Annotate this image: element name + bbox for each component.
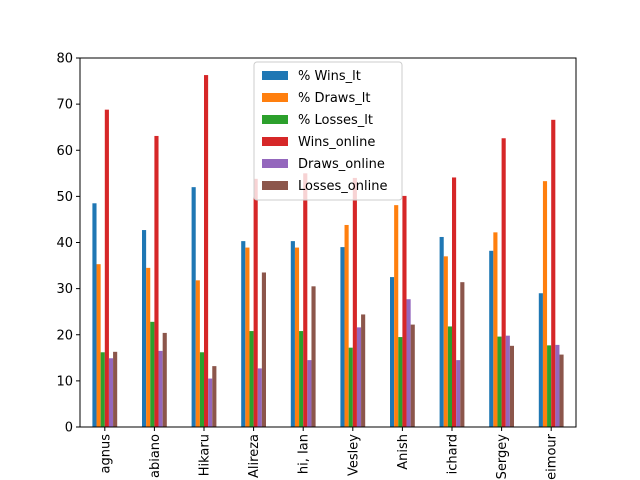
bar-2-5 bbox=[348, 347, 353, 427]
bar-5-4 bbox=[311, 286, 316, 427]
bar-2-1 bbox=[150, 321, 155, 427]
y-tick-label: 0 bbox=[65, 421, 73, 436]
bar-3-2 bbox=[204, 75, 209, 427]
bar-1-3 bbox=[245, 247, 250, 427]
bar-1-6 bbox=[394, 205, 399, 427]
bar-0-5 bbox=[340, 247, 345, 427]
legend-label-5: Losses_online bbox=[298, 179, 387, 194]
x-tick-label: Alireza bbox=[247, 434, 262, 478]
bar-0-4 bbox=[290, 241, 295, 427]
bar-0-7 bbox=[439, 236, 444, 427]
bar-0-6 bbox=[390, 277, 395, 427]
bar-4-5 bbox=[356, 327, 362, 427]
bar-4-6 bbox=[406, 299, 411, 427]
bar-4-7 bbox=[456, 360, 461, 427]
bar-2-0 bbox=[100, 352, 105, 427]
y-axis: 0 10 20 30 40 50 60 70 80 bbox=[56, 52, 80, 436]
bar-0-1 bbox=[142, 230, 147, 427]
bar-3-9 bbox=[551, 119, 556, 427]
bar-4-3 bbox=[257, 368, 262, 427]
legend-swatch-4 bbox=[262, 159, 288, 168]
legend-label-1: % Draws_lt bbox=[298, 91, 370, 106]
bar-3-5 bbox=[352, 177, 357, 427]
bar-1-4 bbox=[294, 247, 300, 427]
bar-3-1 bbox=[154, 135, 159, 427]
bars-group bbox=[92, 75, 564, 427]
y-tick-label: 70 bbox=[56, 98, 73, 113]
bar-3-7 bbox=[452, 177, 457, 427]
bar-5-1 bbox=[162, 332, 167, 427]
legend-swatch-2 bbox=[262, 115, 288, 124]
bar-2-4 bbox=[299, 331, 304, 427]
x-axis: agnus abiano Hikaru Alireza hi, Ian Vesley Ani… bbox=[98, 427, 560, 480]
y-tick-label: 40 bbox=[56, 236, 73, 251]
x-tick-label: abiano bbox=[148, 434, 163, 478]
y-tick-label: 20 bbox=[56, 328, 73, 343]
x-tick-label: Anish bbox=[396, 434, 411, 470]
bar-4-0 bbox=[108, 358, 114, 427]
bar-3-4 bbox=[303, 173, 308, 427]
bar-1-7 bbox=[443, 256, 448, 427]
bar-3-0 bbox=[104, 109, 109, 427]
y-tick-label: 60 bbox=[56, 144, 73, 159]
legend-swatch-5 bbox=[262, 181, 288, 190]
bar-2-9 bbox=[547, 345, 552, 427]
x-tick-label: eimour bbox=[545, 433, 560, 479]
bar-2-8 bbox=[497, 336, 502, 427]
legend-box bbox=[253, 61, 403, 201]
bar-3-6 bbox=[402, 195, 407, 427]
y-tick-label: 80 bbox=[56, 52, 73, 67]
bar-5-7 bbox=[460, 282, 465, 427]
bar-4-8 bbox=[505, 335, 510, 427]
y-tick-label: 50 bbox=[56, 190, 73, 205]
bar-0-3 bbox=[241, 241, 246, 427]
bar-1-2 bbox=[195, 280, 200, 427]
bar-3-3 bbox=[253, 178, 258, 427]
plot-frame bbox=[79, 57, 577, 428]
bar-2-7 bbox=[447, 326, 452, 427]
bar-5-8 bbox=[509, 345, 514, 427]
y-tick-label: 10 bbox=[56, 374, 73, 389]
bar-0-0 bbox=[92, 203, 97, 427]
x-tick-label: ichard bbox=[446, 434, 461, 474]
bar-5-5 bbox=[361, 314, 366, 427]
legend: % Wins_lt % Draws_lt % Losses_lt Wins_onlin… bbox=[253, 61, 403, 201]
legend-label-4: Draws_online bbox=[298, 157, 385, 172]
legend-label-2: % Losses_lt bbox=[298, 113, 373, 128]
bar-5-0 bbox=[113, 351, 118, 427]
legend-label-3: Wins_online bbox=[298, 135, 375, 150]
bar-1-0 bbox=[96, 264, 101, 427]
bar-1-5 bbox=[344, 224, 349, 427]
bar-4-2 bbox=[208, 378, 213, 427]
x-tick-label: hi, Ian bbox=[297, 434, 312, 474]
legend-swatch-0 bbox=[262, 71, 288, 80]
x-tick-label: Vesley bbox=[346, 434, 361, 476]
x-tick-label: agnus bbox=[98, 434, 113, 474]
bar-1-8 bbox=[493, 232, 498, 427]
bar-5-6 bbox=[410, 324, 415, 427]
bar-2-2 bbox=[199, 352, 204, 427]
x-tick-label: Hikaru bbox=[198, 434, 213, 476]
legend-swatch-3 bbox=[262, 137, 288, 146]
bar-1-1 bbox=[146, 267, 151, 427]
y-tick-label: 30 bbox=[56, 282, 73, 297]
bar-0-9 bbox=[538, 293, 543, 427]
bar-5-2 bbox=[212, 366, 217, 427]
bar-1-9 bbox=[542, 181, 548, 427]
bar-2-6 bbox=[398, 337, 403, 427]
legend-swatch-1 bbox=[262, 93, 288, 102]
bar-4-1 bbox=[158, 350, 163, 427]
bar-0-8 bbox=[489, 250, 494, 427]
x-tick-label: Sergey bbox=[495, 434, 510, 480]
bar-4-9 bbox=[555, 344, 560, 427]
bar-5-9 bbox=[559, 354, 564, 427]
bar-0-2 bbox=[191, 187, 196, 427]
bar-3-8 bbox=[501, 138, 506, 427]
bar-4-4 bbox=[307, 360, 312, 427]
legend-label-0: % Wins_lt bbox=[298, 69, 361, 84]
bar-2-3 bbox=[249, 331, 254, 427]
bar-5-3 bbox=[261, 272, 266, 427]
